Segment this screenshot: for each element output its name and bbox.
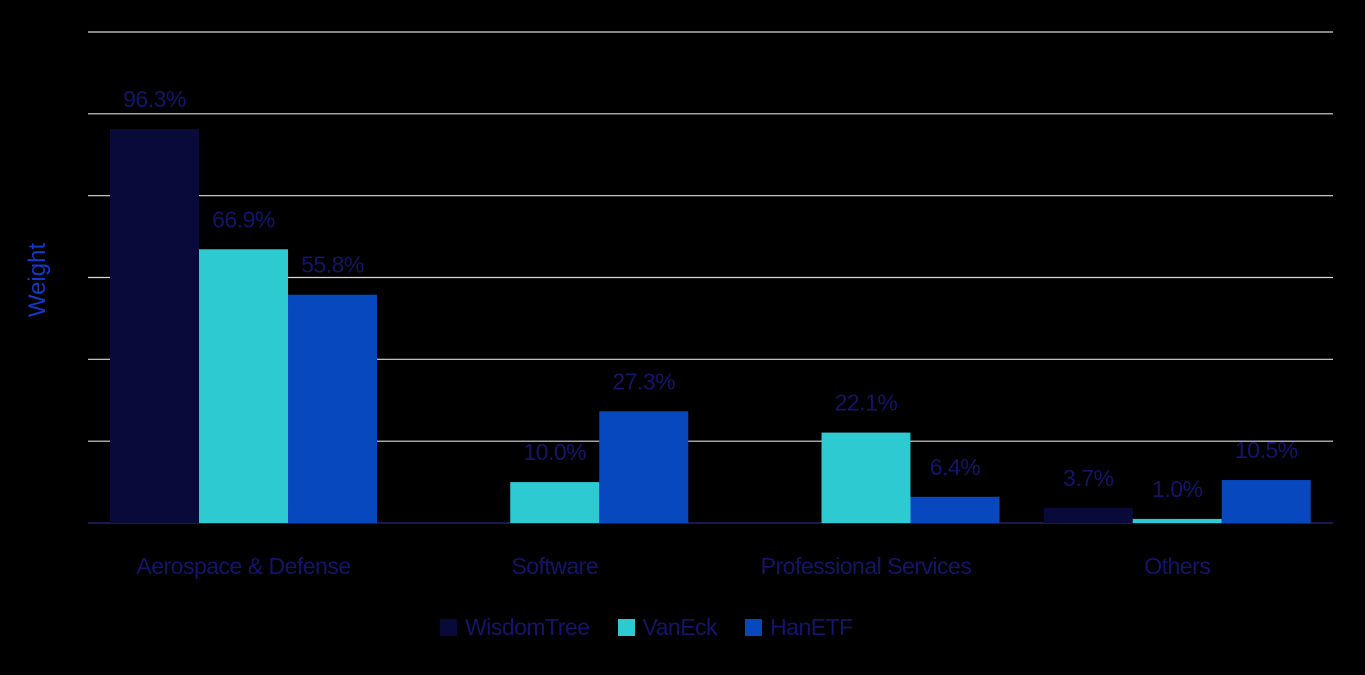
x-axis-labels: Aerospace & Defense Software Professional … [136,553,1210,579]
value-labels: 96.3% 66.9% 55.8% 10.0% 27.3% 22.1% 6.4% 3.7% 1.… [123,86,1298,502]
legend-label-vaneck: VanEck [642,614,718,640]
bar-vaneck-3 [1132,518,1222,523]
bar-hanetf-3 [1221,480,1311,523]
bar-vaneck-0 [199,249,288,523]
bar-wisdomtree-0 [110,128,199,523]
value-label-wisdomtree-0: 96.3% [123,86,186,112]
value-label-vaneck-2: 22.1% [835,390,898,416]
legend-item-wisdomtree: WisdomTree [440,614,590,641]
value-label-wisdomtree-3: 3.7% [1063,465,1113,491]
legend-swatch-wisdomtree [440,619,457,636]
x-tick-label: Professional Services [761,553,972,579]
value-label-hanetf-3: 10.5% [1235,437,1298,463]
bar-hanetf-2 [910,496,1000,523]
value-label-hanetf-2: 6.4% [930,454,980,480]
bar-wisdomtree-3 [1043,507,1133,523]
value-label-vaneck-3: 1.0% [1152,476,1202,502]
bars [110,128,1311,523]
legend-label-hanetf: HanETF [770,614,853,640]
x-tick-label: Software [511,553,598,579]
legend: WisdomTree VanEck HanETF [440,614,853,641]
bar-hanetf-0 [288,294,377,523]
bar-vaneck-2 [821,432,911,523]
y-axis-title: Weight [24,242,51,318]
x-tick-label: Others [1144,553,1210,579]
value-label-vaneck-1: 10.0% [523,439,586,465]
value-label-vaneck-0: 66.9% [212,206,275,232]
value-label-hanetf-0: 55.8% [301,252,364,278]
legend-item-vaneck: VanEck [617,614,718,641]
legend-label-wisdomtree: WisdomTree [465,614,590,640]
legend-swatch-hanetf [745,619,763,636]
bar-hanetf-1 [599,411,689,523]
legend-swatch-vaneck [617,619,635,636]
legend-item-hanetf: HanETF [745,614,853,641]
x-tick-label: Aerospace & Defense [136,553,350,579]
value-label-hanetf-1: 27.3% [612,368,675,394]
bar-vaneck-1 [510,482,600,523]
